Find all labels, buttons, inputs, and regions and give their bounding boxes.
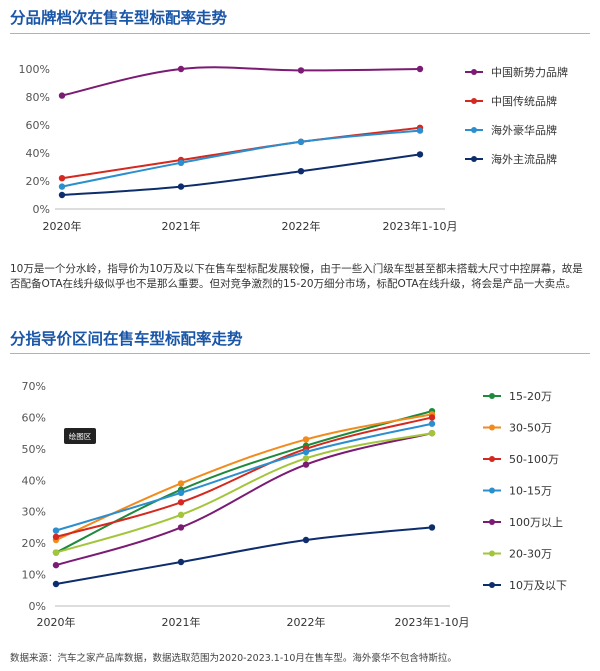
legend-label: 20-30万: [509, 548, 552, 561]
legend-swatch-marker: [489, 393, 495, 399]
data-point: [428, 414, 436, 421]
series-line: [61, 66, 421, 97]
series-line: [55, 410, 433, 554]
series-line: [61, 153, 421, 196]
plot-area-tooltip-label: 绘图区: [69, 431, 92, 441]
data-point: [302, 455, 310, 462]
legend-label: 中国传统品牌: [491, 94, 557, 108]
data-source-note: 数据来源：汽车之家产品库数据，数据选取范围为2020-2023.1-10月在售车…: [10, 653, 457, 664]
data-point: [58, 175, 66, 182]
y-tick-label: 30%: [22, 506, 46, 519]
data-point: [302, 436, 310, 443]
legend-swatch-marker: [489, 550, 495, 557]
series-line: [61, 129, 421, 188]
y-tick-label: 20%: [26, 175, 50, 188]
data-point: [177, 511, 185, 519]
data-point: [177, 480, 185, 487]
y-tick-label: 50%: [22, 443, 46, 456]
data-point: [428, 420, 436, 427]
data-point: [177, 159, 185, 166]
data-point: [428, 524, 436, 531]
data-point: [416, 65, 424, 73]
legend-label: 海外主流品牌: [491, 152, 557, 166]
series-line: [55, 432, 433, 567]
legend-label: 10万及以下: [509, 579, 567, 592]
legend-swatch-marker: [489, 582, 495, 588]
legend-label: 50-100万: [509, 453, 559, 466]
y-tick-label: 0%: [29, 600, 46, 613]
analysis-paragraph: 10万是一个分水岭，指导价为10万及以下在售车型标配发展较慢，由于一些入门级车型…: [10, 263, 583, 290]
brand-tier-line-chart: 0% 20% 40% 60% 80% 100% 2020年 2021年 2022年 2023年1-…: [19, 63, 568, 233]
y-tick-label: 60%: [26, 119, 50, 132]
data-point: [177, 183, 185, 190]
legend-swatch-marker: [489, 424, 495, 431]
x-tick-label: 2021年: [162, 615, 201, 629]
y-tick-label: 40%: [26, 147, 50, 160]
data-point: [177, 65, 185, 73]
data-point: [177, 499, 185, 506]
legend-swatch-marker: [471, 69, 477, 75]
y-tick-label: 20%: [22, 537, 46, 550]
series-line: [55, 413, 433, 541]
x-tick-label: 2022年: [282, 219, 321, 233]
data-point: [58, 92, 66, 99]
data-point: [297, 138, 305, 145]
data-point: [52, 549, 60, 556]
data-point: [302, 461, 310, 468]
legend-swatch-marker: [471, 98, 477, 104]
legend-label: 30-50万: [509, 422, 552, 435]
data-point: [177, 558, 185, 566]
legend-label: 100万以上: [509, 516, 563, 529]
data-point: [52, 580, 60, 588]
y-tick-label: 80%: [26, 91, 50, 104]
x-tick-label: 2022年: [287, 615, 326, 629]
y-tick-label: 70%: [22, 380, 46, 393]
y-tick-label: 40%: [22, 474, 46, 487]
data-point: [416, 127, 424, 134]
series-line: [55, 416, 433, 538]
data-point: [58, 191, 66, 199]
data-point: [58, 183, 66, 190]
data-point: [297, 67, 305, 74]
legend-label: 10-15万: [509, 485, 552, 498]
legend-swatch-marker: [489, 487, 495, 494]
y-tick-label: 100%: [19, 63, 50, 76]
data-point: [177, 489, 185, 497]
data-point: [52, 527, 60, 534]
x-tick-label: 2020年: [43, 219, 82, 233]
data-point: [302, 536, 310, 544]
title-divider: [10, 33, 590, 34]
plot-area-tooltip: [64, 428, 96, 444]
data-point: [297, 168, 305, 175]
y-tick-label: 60%: [22, 411, 46, 424]
legend-label: 海外豪华品牌: [491, 123, 557, 137]
series-line: [55, 526, 433, 585]
x-tick-label: 2020年: [37, 615, 76, 629]
section-title-price-range: 分指导价区间在售车型标配率走势: [10, 330, 243, 348]
legend-swatch-marker: [471, 156, 477, 162]
price-range-line-chart: 0% 10% 20% 30% 40% 50% 60% 70% 2020年 2021年 2022年 20…: [22, 380, 567, 629]
data-point: [177, 524, 185, 531]
legend-swatch-marker: [471, 127, 477, 133]
x-tick-label: 2023年1-10月: [395, 615, 470, 629]
section-title-brand-tier: 分品牌档次在售车型标配率走势: [10, 9, 228, 27]
series-line: [55, 422, 433, 532]
legend-swatch-marker: [489, 519, 495, 525]
legend-label: 15-20万: [509, 390, 552, 403]
data-point: [416, 151, 424, 158]
legend-swatch-marker: [489, 456, 495, 462]
y-tick-label: 10%: [22, 569, 46, 582]
x-tick-label: 2023年1-10月: [383, 219, 458, 233]
title-divider: [10, 353, 590, 354]
data-point: [428, 429, 436, 437]
data-point: [52, 561, 60, 569]
y-tick-label: 0%: [33, 203, 50, 216]
legend-label: 中国新势力品牌: [491, 65, 568, 79]
x-tick-label: 2021年: [162, 219, 201, 233]
data-point: [52, 533, 60, 541]
data-point: [302, 448, 310, 456]
series-line: [55, 432, 433, 554]
